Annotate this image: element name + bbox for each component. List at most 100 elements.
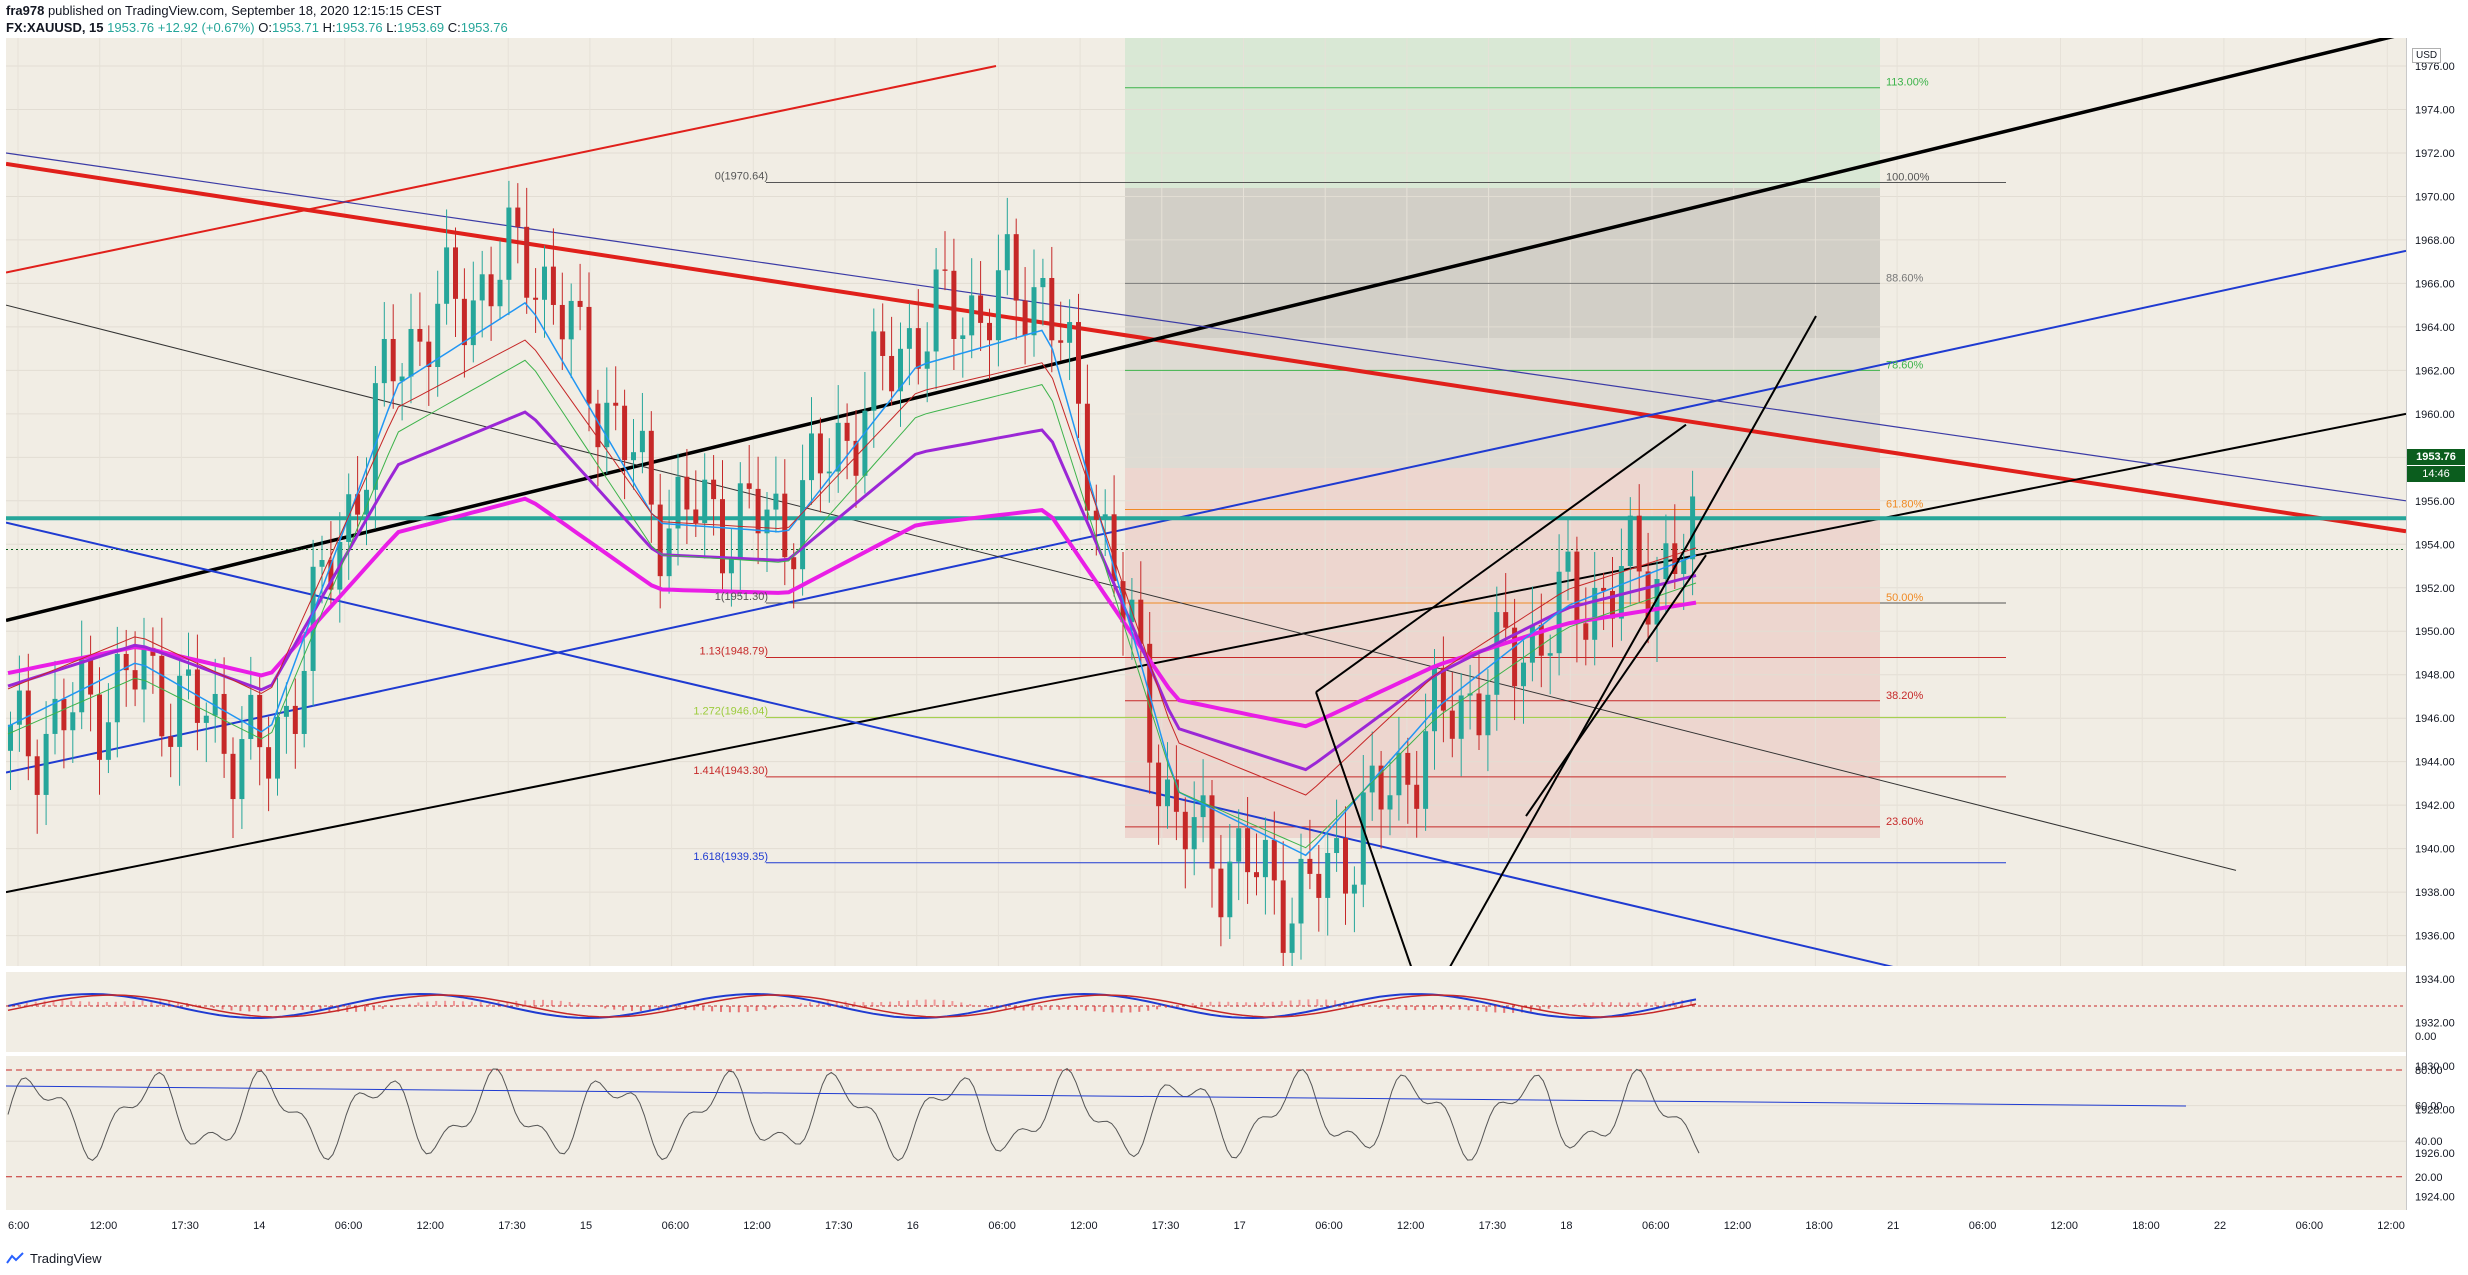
candle-body [1343, 838, 1348, 894]
candle-body [123, 653, 129, 671]
candle-body [488, 274, 494, 307]
time-tick-label: 22 [2214, 1220, 2226, 1232]
candle-body [159, 655, 165, 737]
macd-histogram-bar [791, 1004, 794, 1006]
candle-body [1245, 828, 1251, 873]
macd-histogram-bar [453, 1000, 455, 1006]
fib-retracement-label: 113.00% [1886, 77, 1929, 89]
footer: TradingView [6, 1246, 102, 1270]
macd-histogram-bar [1690, 999, 1693, 1006]
fib-retracement-label: 100.00% [1886, 172, 1930, 184]
macd-histogram-bar [577, 1003, 580, 1006]
fib-retracement-label: 88.60% [1886, 272, 1924, 284]
candle-body [1414, 784, 1420, 809]
candle-body [755, 488, 761, 534]
candle-body [408, 328, 414, 377]
time-axis[interactable]: 6:00 12:00 17:30 14 06:00 12:00 17:30 15 06:00 12… [6, 1212, 2406, 1238]
symbol-label[interactable]: FX:XAUUSD, 15 [6, 20, 104, 35]
fib-retracement-label: 38.20% [1886, 690, 1924, 702]
candle-body [1173, 779, 1179, 812]
candle-body [1262, 839, 1268, 878]
candle-body [871, 331, 877, 411]
candle-body [1031, 287, 1037, 336]
high-value: 1953.76 [335, 20, 383, 35]
macd-histogram-bar [248, 1006, 251, 1012]
macd-histogram-bar [1414, 1006, 1417, 1011]
macd-histogram-bar [1271, 1001, 1274, 1006]
price-tick-label: 1944.00 [2415, 757, 2455, 769]
candle-body [1209, 795, 1215, 869]
candle-body [1423, 731, 1429, 809]
candle-body [1013, 234, 1019, 301]
macd-histogram-bar [1405, 1006, 1408, 1011]
macd-histogram-bar [25, 1002, 28, 1006]
candle-body [728, 558, 734, 574]
candle-body [399, 376, 405, 382]
candle-body [568, 300, 574, 340]
currency-label[interactable]: USD [2412, 48, 2442, 63]
trend-line [5, 161, 2407, 534]
macd-histogram-bar [524, 1000, 527, 1006]
price-chart-svg[interactable]: 0(1970.64) 1(1951.30) 1.13(1948.79) 1.272(1… [5, 31, 2407, 1226]
candle-body [889, 355, 895, 392]
time-tick-label: 21 [1887, 1220, 1899, 1232]
price-tick-label: 1924.00 [2415, 1191, 2455, 1203]
candle-body [292, 705, 298, 734]
candle-body [675, 476, 681, 529]
candle-body [479, 274, 485, 301]
macd-histogram-bar [105, 1001, 108, 1006]
candle-body [43, 733, 49, 795]
price-pane[interactable]: 0(1970.64) 1(1951.30) 1.13(1948.79) 1.272(1… [5, 31, 2407, 1226]
macd-histogram-bar [266, 1006, 269, 1011]
candle-body [1280, 880, 1286, 953]
macd-histogram-bar [1049, 1006, 1052, 1010]
macd-histogram-bar [898, 1001, 900, 1006]
macd-histogram-bar [79, 1001, 82, 1006]
macd-histogram-bar [933, 999, 936, 1006]
candle-body [97, 694, 102, 760]
author-name[interactable]: fra978 [6, 3, 45, 18]
candle-body [550, 266, 556, 305]
macd-histogram-bar [631, 1006, 633, 1011]
candle-body [453, 247, 458, 299]
price-tick-label: 1972.00 [2415, 148, 2455, 160]
candle-body [61, 698, 67, 731]
candle-body [1449, 710, 1455, 739]
candle-body [1627, 515, 1633, 567]
time-tick-label: 17:30 [1152, 1220, 1180, 1232]
candle-body [880, 331, 886, 356]
candle-body [604, 402, 610, 448]
candle-body [8, 724, 13, 751]
candle-body [835, 422, 841, 472]
macd-histogram-bar [666, 1006, 669, 1011]
candle-body [275, 716, 280, 779]
price-tick-label: 1926.00 [2415, 1148, 2455, 1160]
candle-body [1351, 884, 1357, 894]
candle-body [248, 694, 254, 740]
macd-histogram-bar [283, 1006, 286, 1011]
price-tick-label: 1970.00 [2415, 191, 2455, 203]
candle-body [1067, 322, 1073, 343]
macd-histogram-bar [862, 1002, 865, 1006]
rsi-tick-label: 80.00 [2415, 1065, 2443, 1077]
candle-body [34, 756, 40, 795]
candle-body [1485, 694, 1491, 736]
macd-histogram-bar [969, 1004, 972, 1006]
macd-histogram-bar [1467, 1006, 1470, 1011]
macd-histogram-bar [1004, 1006, 1007, 1010]
macd-histogram-bar [1592, 1002, 1595, 1006]
candle-body [995, 270, 1001, 341]
macd-histogram-bar [1218, 1001, 1221, 1006]
footer-brand[interactable]: TradingView [30, 1250, 102, 1266]
price-tick-label: 1962.00 [2415, 365, 2455, 377]
price-axis[interactable]: 1976.00 1974.00 1972.00 1970.00 1968.00 1966.… [2406, 38, 2468, 1210]
rsi-pane[interactable] [5, 1056, 2406, 1210]
macd-histogram-bar [88, 1001, 91, 1006]
price-change: +12.92 (+0.67%) [157, 20, 255, 35]
macd-pane[interactable] [6, 972, 2406, 1052]
candle-body [515, 207, 521, 227]
macd-histogram-bar [853, 1001, 856, 1006]
price-tick-label: 1960.00 [2415, 409, 2455, 421]
macd-histogram-bar [782, 1006, 785, 1007]
macd-histogram-bar [648, 1006, 651, 1011]
